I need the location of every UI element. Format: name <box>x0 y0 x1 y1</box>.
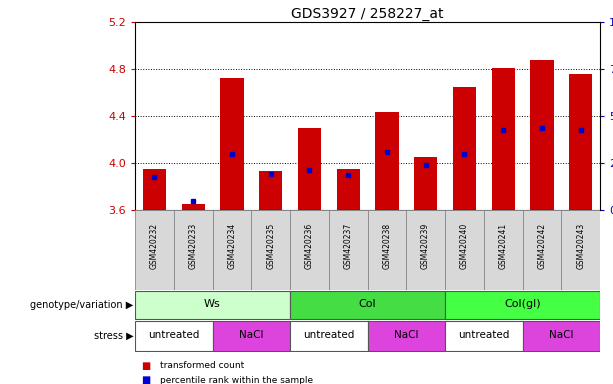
Text: GSM420233: GSM420233 <box>189 223 197 269</box>
Bar <box>522 321 600 351</box>
Text: GSM420235: GSM420235 <box>266 223 275 269</box>
Bar <box>445 210 484 290</box>
Text: NaCl: NaCl <box>394 330 419 340</box>
Text: percentile rank within the sample: percentile rank within the sample <box>159 376 313 384</box>
Text: GSM420236: GSM420236 <box>305 223 314 269</box>
Bar <box>522 210 562 290</box>
Bar <box>143 169 166 210</box>
Bar <box>173 210 213 290</box>
Bar <box>213 321 290 351</box>
Bar <box>135 291 290 319</box>
Text: GSM420239: GSM420239 <box>421 223 430 269</box>
Text: GSM420240: GSM420240 <box>460 223 469 269</box>
Text: GSM420243: GSM420243 <box>576 223 585 269</box>
Bar <box>290 321 368 351</box>
Bar <box>251 210 290 290</box>
Text: Col(gl): Col(gl) <box>504 300 541 310</box>
Text: ■: ■ <box>141 375 150 384</box>
Bar <box>562 210 600 290</box>
Bar <box>290 210 329 290</box>
Bar <box>213 210 251 290</box>
Text: Col: Col <box>359 300 376 310</box>
Text: GSM420242: GSM420242 <box>538 223 546 269</box>
Bar <box>298 128 321 210</box>
Bar <box>135 321 213 351</box>
Bar <box>492 68 515 210</box>
Bar <box>259 171 282 210</box>
Text: GSM420232: GSM420232 <box>150 223 159 269</box>
Text: genotype/variation ▶: genotype/variation ▶ <box>30 300 133 310</box>
Text: GSM420241: GSM420241 <box>498 223 508 269</box>
Title: GDS3927 / 258227_at: GDS3927 / 258227_at <box>291 7 444 21</box>
Text: GSM420238: GSM420238 <box>383 223 391 269</box>
Bar <box>375 113 398 210</box>
Bar <box>414 157 437 210</box>
Text: untreated: untreated <box>458 330 509 340</box>
Bar <box>445 321 522 351</box>
Bar <box>337 169 360 210</box>
Text: GSM420237: GSM420237 <box>344 223 352 269</box>
Bar <box>181 204 205 210</box>
Bar <box>290 291 445 319</box>
Text: stress ▶: stress ▶ <box>94 331 133 341</box>
Text: GSM420234: GSM420234 <box>227 223 237 269</box>
Bar <box>220 78 243 210</box>
Text: transformed count: transformed count <box>159 361 244 370</box>
Bar <box>530 60 554 210</box>
Text: untreated: untreated <box>303 330 354 340</box>
Bar <box>445 291 600 319</box>
Bar <box>569 74 592 210</box>
Text: untreated: untreated <box>148 330 199 340</box>
Bar <box>368 210 406 290</box>
Bar <box>484 210 522 290</box>
Bar <box>453 87 476 210</box>
Bar <box>329 210 368 290</box>
Text: NaCl: NaCl <box>549 330 574 340</box>
Text: Ws: Ws <box>204 300 221 310</box>
Text: NaCl: NaCl <box>239 330 264 340</box>
Text: ■: ■ <box>141 361 150 371</box>
Bar <box>368 321 445 351</box>
Bar <box>135 210 173 290</box>
Bar <box>406 210 445 290</box>
